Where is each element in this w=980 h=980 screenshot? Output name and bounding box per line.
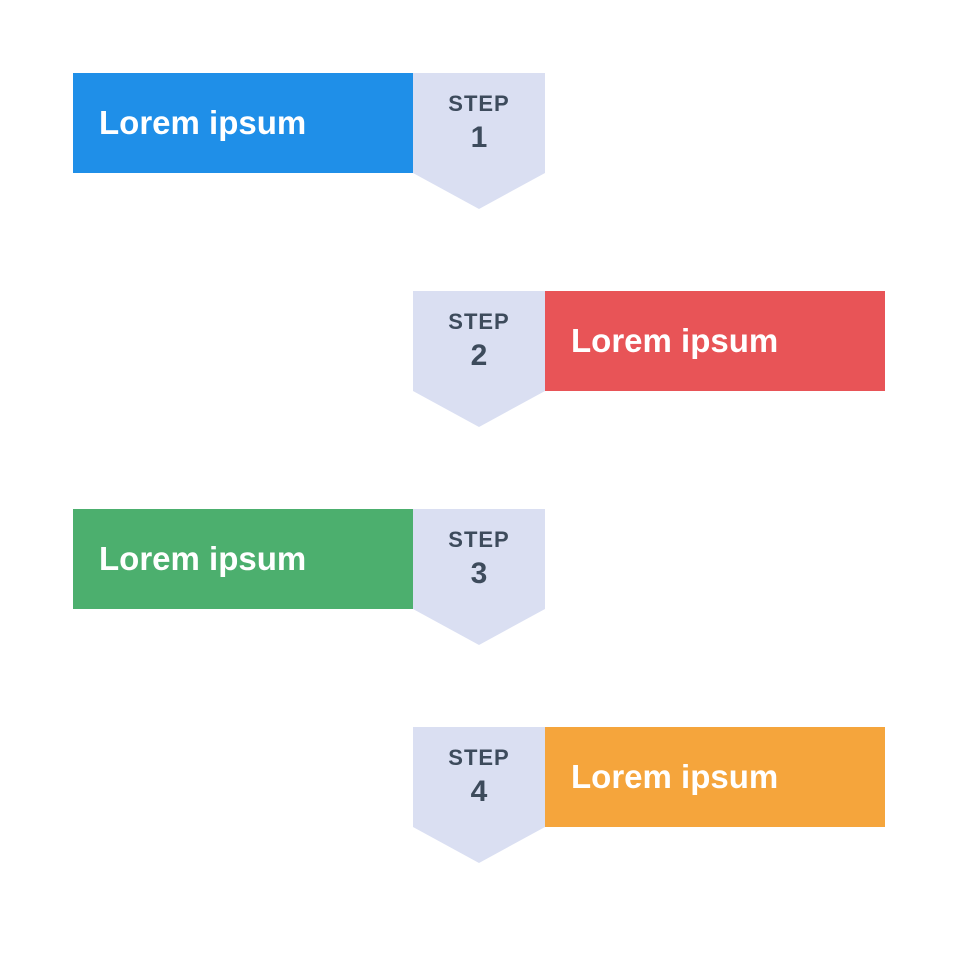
step-content-box: Lorem ipsum: [545, 291, 885, 391]
step-1: Lorem ipsumSTEP1: [73, 73, 545, 173]
step-badge: STEP4: [413, 727, 545, 827]
chevron-down-icon: [413, 391, 545, 427]
step-number: 4: [471, 773, 488, 811]
step-badge: STEP1: [413, 73, 545, 173]
step-badge: STEP2: [413, 291, 545, 391]
step-content-box: Lorem ipsum: [545, 727, 885, 827]
step-number: 1: [471, 119, 488, 157]
step-label: STEP: [448, 308, 509, 336]
step-number: 3: [471, 555, 488, 593]
chevron-down-icon: [413, 173, 545, 209]
step-4: STEP4Lorem ipsum: [413, 727, 885, 827]
step-badge: STEP3: [413, 509, 545, 609]
step-3: Lorem ipsumSTEP3: [73, 509, 545, 609]
step-label: STEP: [448, 90, 509, 118]
step-2: STEP2Lorem ipsum: [413, 291, 885, 391]
chevron-down-icon: [413, 827, 545, 863]
chevron-down-icon: [413, 609, 545, 645]
step-content-box: Lorem ipsum: [73, 509, 413, 609]
step-content-box: Lorem ipsum: [73, 73, 413, 173]
step-label: STEP: [448, 744, 509, 772]
step-label: STEP: [448, 526, 509, 554]
step-number: 2: [471, 337, 488, 375]
